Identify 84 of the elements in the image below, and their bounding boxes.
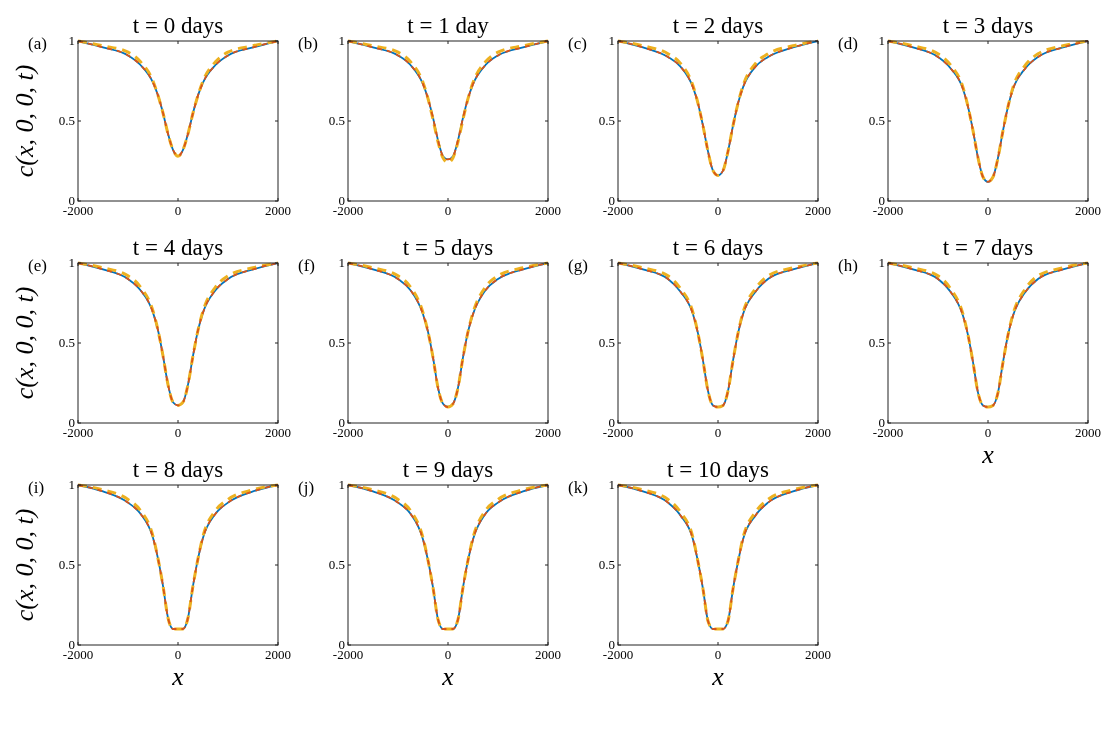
y-tick-label: 0.5 bbox=[868, 335, 885, 350]
text: (h) bbox=[838, 256, 858, 275]
y-tick-label: 1 bbox=[878, 33, 885, 48]
y-tick-label: 0.5 bbox=[58, 113, 75, 128]
y-tick-label: 1 bbox=[68, 33, 75, 48]
x-tick-label: 0 bbox=[174, 647, 182, 662]
y-tick-label: 0 bbox=[878, 193, 885, 208]
y-tick-label: 1 bbox=[68, 477, 75, 492]
x-axis-title: x bbox=[711, 662, 725, 691]
text: (d) bbox=[838, 34, 858, 53]
chart-title: t = 4 days bbox=[132, 235, 224, 260]
x-axis-title: x bbox=[441, 662, 455, 691]
y-tick-label: 1 bbox=[338, 255, 345, 270]
x-tick-label: 0 bbox=[714, 425, 722, 440]
y-tick-label: 0.5 bbox=[598, 557, 615, 572]
x-tick-label: 2000 bbox=[535, 203, 561, 218]
y-tick-label: 0.5 bbox=[58, 335, 75, 350]
y-tick-label: 1 bbox=[878, 255, 885, 270]
y-tick-label: 0 bbox=[68, 637, 75, 652]
y-tick-label: 0 bbox=[608, 193, 615, 208]
x-tick-label: 0 bbox=[174, 203, 182, 218]
text: (g) bbox=[568, 256, 588, 275]
text: (j) bbox=[298, 478, 315, 497]
y-tick-label: 0 bbox=[68, 415, 75, 430]
y-tick-label: 0 bbox=[878, 415, 885, 430]
x-tick-label: 2000 bbox=[805, 647, 831, 662]
y-axis-title: c(x, 0, 0, t) bbox=[10, 508, 39, 622]
chart-title: t = 1 day bbox=[407, 13, 490, 38]
x-tick-label: 0 bbox=[444, 203, 452, 218]
x-tick-label: 2000 bbox=[805, 203, 831, 218]
text: (e) bbox=[28, 256, 47, 275]
x-tick-label: 2000 bbox=[535, 647, 561, 662]
x-tick-label: 0 bbox=[174, 425, 182, 440]
y-tick-label: 0 bbox=[338, 415, 345, 430]
y-tick-label: 1 bbox=[338, 33, 345, 48]
x-tick-label: 0 bbox=[714, 203, 722, 218]
chart-title: t = 5 days bbox=[402, 235, 494, 260]
chart-title: t = 0 days bbox=[132, 13, 224, 38]
x-tick-label: 2000 bbox=[265, 425, 291, 440]
y-tick-label: 1 bbox=[608, 33, 615, 48]
y-tick-label: 1 bbox=[608, 477, 615, 492]
y-axis-title: c(x, 0, 0, t) bbox=[10, 64, 39, 178]
y-tick-label: 0.5 bbox=[328, 335, 345, 350]
y-axis-title: c(x, 0, 0, t) bbox=[10, 286, 39, 400]
x-tick-label: 2000 bbox=[1075, 425, 1101, 440]
chart-title: t = 6 days bbox=[672, 235, 764, 260]
text: (f) bbox=[298, 256, 315, 275]
x-tick-label: 2000 bbox=[265, 203, 291, 218]
chart-title: t = 8 days bbox=[132, 457, 224, 482]
y-tick-label: 0.5 bbox=[58, 557, 75, 572]
y-tick-label: 0.5 bbox=[598, 113, 615, 128]
x-axis-title: x bbox=[981, 440, 995, 469]
chart-title: t = 3 days bbox=[942, 13, 1034, 38]
y-tick-label: 0 bbox=[338, 637, 345, 652]
x-tick-label: 2000 bbox=[1075, 203, 1101, 218]
y-tick-label: 0.5 bbox=[328, 557, 345, 572]
x-tick-label: 0 bbox=[984, 425, 992, 440]
y-tick-label: 0.5 bbox=[868, 113, 885, 128]
x-tick-label: 2000 bbox=[535, 425, 561, 440]
y-tick-label: 0 bbox=[68, 193, 75, 208]
chart-title: t = 9 days bbox=[402, 457, 494, 482]
x-tick-label: 0 bbox=[444, 425, 452, 440]
text: (b) bbox=[298, 34, 318, 53]
text: (c) bbox=[568, 34, 587, 53]
x-tick-label: 2000 bbox=[805, 425, 831, 440]
text: (k) bbox=[568, 478, 588, 497]
x-tick-label: 0 bbox=[714, 647, 722, 662]
chart-title: t = 10 days bbox=[667, 457, 769, 482]
y-tick-label: 0 bbox=[608, 637, 615, 652]
y-tick-label: 1 bbox=[608, 255, 615, 270]
chart-title: t = 2 days bbox=[672, 13, 764, 38]
x-tick-label: 0 bbox=[984, 203, 992, 218]
text: (i) bbox=[28, 478, 45, 497]
y-tick-label: 1 bbox=[338, 477, 345, 492]
y-tick-label: 0.5 bbox=[598, 335, 615, 350]
chart-title: t = 7 days bbox=[942, 235, 1034, 260]
y-tick-label: 0.5 bbox=[328, 113, 345, 128]
x-tick-label: 2000 bbox=[265, 647, 291, 662]
y-tick-label: 0 bbox=[608, 415, 615, 430]
x-tick-label: 0 bbox=[444, 647, 452, 662]
x-axis-title: x bbox=[171, 662, 185, 691]
text: (a) bbox=[28, 34, 47, 53]
y-tick-label: 0 bbox=[338, 193, 345, 208]
y-tick-label: 1 bbox=[68, 255, 75, 270]
